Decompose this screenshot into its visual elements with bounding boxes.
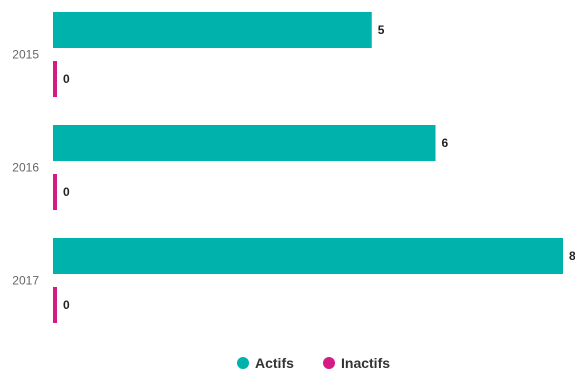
legend-marker-inactifs[interactable] <box>323 357 335 369</box>
data-label-inactifs-2016: 0 <box>63 185 70 199</box>
data-label-inactifs-2017: 0 <box>63 298 70 312</box>
bar-inactifs-2015 <box>53 61 57 97</box>
category-label-2017: 2017 <box>12 274 39 288</box>
data-label-actifs-2016: 6 <box>442 136 449 150</box>
data-labels-group: 5 0 6 0 8 0 <box>63 23 575 312</box>
bar-inactifs-2016 <box>53 174 57 210</box>
bar-actifs-2017 <box>53 238 563 274</box>
legend-label-inactifs[interactable]: Inactifs <box>341 355 390 371</box>
category-label-2015: 2015 <box>12 48 39 62</box>
legend-label-actifs[interactable]: Actifs <box>255 355 294 371</box>
data-label-inactifs-2015: 0 <box>63 72 70 86</box>
legend: Actifs Inactifs <box>237 355 390 371</box>
bar-actifs-2016 <box>53 125 436 161</box>
category-label-2016: 2016 <box>12 161 39 175</box>
data-label-actifs-2017: 8 <box>569 249 575 263</box>
category-labels-group: 2015 2016 2017 <box>12 48 39 288</box>
legend-marker-actifs[interactable] <box>237 357 249 369</box>
data-label-actifs-2015: 5 <box>378 23 385 37</box>
bar-actifs-2015 <box>53 12 372 48</box>
bars-group <box>53 12 563 323</box>
bar-inactifs-2017 <box>53 287 57 323</box>
